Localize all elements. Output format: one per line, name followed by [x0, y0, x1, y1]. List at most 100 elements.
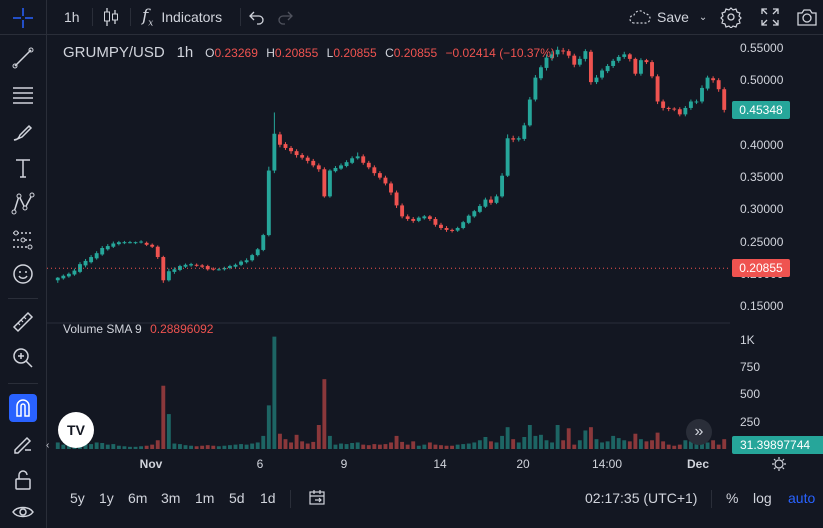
visibility-eye-icon[interactable] [9, 498, 37, 526]
redo-icon[interactable] [276, 0, 294, 34]
volume-bar [477, 440, 482, 449]
text-tool-icon[interactable] [9, 154, 37, 182]
time-axis-settings-icon[interactable] [771, 456, 787, 477]
magnet-icon[interactable] [9, 394, 37, 422]
candle-body [411, 218, 416, 221]
candle-body [361, 156, 366, 163]
scroll-to-realtime-icon[interactable]: » [686, 419, 712, 445]
undo-icon[interactable] [248, 0, 266, 34]
range-1y-button[interactable]: 1y [99, 490, 114, 506]
fullscreen-icon[interactable] [760, 0, 780, 34]
camera-snapshot-icon[interactable] [796, 0, 818, 34]
candle-body [539, 67, 543, 79]
volume-bar [711, 440, 716, 449]
time-tick-label: 9 [340, 457, 348, 471]
volume-bar [327, 435, 332, 449]
candle-body [389, 183, 393, 193]
indicators-label: Indicators [161, 9, 223, 25]
candle-body [116, 242, 121, 245]
volume-bar [172, 443, 177, 449]
save-button[interactable]: Save ⌄ [628, 0, 707, 34]
settings-gear-icon[interactable] [720, 0, 742, 34]
goto-date-icon[interactable] [308, 489, 326, 510]
symbol-name[interactable]: GRUMPY/USD [63, 44, 165, 61]
volume-bar [627, 441, 632, 449]
volume-bar [444, 445, 449, 449]
candle-body [189, 264, 194, 266]
ruler-icon[interactable] [9, 308, 37, 336]
clock-timezone[interactable]: 02:17:35 (UTC+1) [585, 490, 698, 506]
volume-bar [383, 444, 388, 449]
range-6m-button[interactable]: 6m [128, 490, 148, 506]
candle-body [722, 89, 727, 110]
indicators-button[interactable]: fx Indicators [142, 0, 222, 34]
change-value: −0.02414 (−10.37%) [445, 46, 555, 60]
volume-bar [222, 445, 227, 449]
volume-bar [244, 444, 249, 449]
candle-body [577, 58, 582, 65]
range-5d-button[interactable]: 5d [229, 490, 245, 506]
price-axis[interactable]: 0.550000.500000.450000.400000.350000.300… [730, 35, 823, 454]
interval-button[interactable]: 1h [64, 9, 80, 25]
tradingview-logo[interactable]: TV [58, 412, 94, 448]
candle-body [89, 257, 94, 263]
candle-body [222, 268, 227, 270]
zoom-in-icon[interactable] [9, 344, 37, 372]
volume-bar [194, 446, 199, 449]
candle-body [700, 87, 704, 102]
lock-icon[interactable] [9, 466, 37, 494]
range-3m-button[interactable]: 3m [161, 490, 181, 506]
candle-body [128, 242, 132, 244]
volume-bar [600, 442, 604, 449]
percent-scale-button[interactable]: % [726, 490, 739, 506]
candle-body [355, 156, 360, 159]
volume-label[interactable]: Volume SMA 9 [63, 322, 142, 336]
candle-body [250, 255, 255, 261]
volume-bar [566, 428, 571, 449]
volume-bar [722, 439, 727, 449]
candle-body [350, 158, 355, 163]
volume-bar [455, 444, 460, 449]
volume-bar [400, 441, 405, 449]
volume-bar [594, 439, 599, 449]
price-chart-pane[interactable] [47, 35, 730, 453]
candle-body [372, 167, 377, 174]
lock-drawing-icon[interactable] [9, 428, 37, 456]
volume-bar [339, 443, 343, 449]
volume-bar [500, 435, 505, 449]
range-1m-button[interactable]: 1m [195, 490, 215, 506]
volume-bar [716, 444, 721, 449]
volume-tick-label: 1K [740, 332, 755, 347]
time-axis[interactable]: Nov 6 9 14 20 14:00 Dec [47, 453, 730, 475]
horizontal-lines-icon[interactable] [9, 80, 37, 108]
volume-bar [677, 444, 682, 449]
save-label: Save [657, 9, 689, 25]
expand-arrow-icon[interactable]: ‹ [46, 440, 50, 451]
candle-body [611, 60, 616, 66]
low-value: 0.20855 [333, 46, 377, 60]
candle-body [300, 155, 305, 158]
log-scale-button[interactable]: log [753, 490, 772, 506]
brush-icon[interactable] [9, 118, 37, 146]
range-5y-button[interactable]: 5y [70, 490, 85, 506]
range-1d-button[interactable]: 1d [260, 490, 276, 506]
crosshair-icon[interactable] [9, 4, 37, 32]
chevron-down-icon[interactable]: ⌄ [698, 11, 708, 23]
volume-bar [183, 445, 188, 449]
candle-body [594, 77, 599, 83]
candles-chart-type-icon[interactable] [102, 0, 120, 34]
candle-body [566, 51, 571, 56]
volume-bar [394, 435, 399, 449]
pattern-icon[interactable] [9, 190, 37, 218]
volume-bar [522, 437, 527, 449]
candle-body [516, 138, 521, 140]
emoji-icon[interactable] [9, 260, 37, 288]
trend-line-icon[interactable] [9, 44, 37, 72]
forecast-icon[interactable] [9, 226, 37, 254]
volume-bar [616, 438, 621, 449]
candle-body [439, 224, 443, 228]
auto-scale-button[interactable]: auto [788, 490, 816, 506]
candle-body [477, 206, 482, 212]
volume-bar [666, 444, 671, 449]
candle-body [139, 241, 144, 243]
